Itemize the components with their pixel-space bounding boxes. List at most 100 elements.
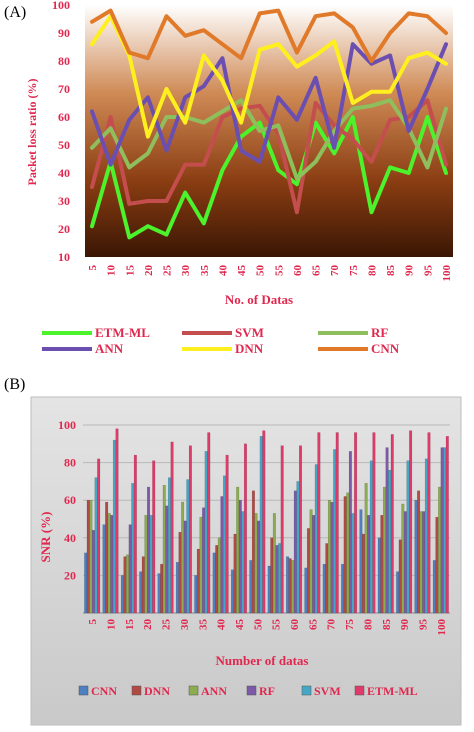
y-axis-title: SNR (%) <box>38 512 53 563</box>
bar-cnn <box>120 575 124 614</box>
bar-rf <box>147 486 151 614</box>
panel-a-label: (A) <box>4 4 26 21</box>
bar-cnn <box>194 575 198 614</box>
legend-label: ETM-ML <box>367 684 418 698</box>
y-tick-label: 10 <box>58 250 70 264</box>
legend-label: RF <box>259 684 275 698</box>
bar-svm <box>259 436 263 614</box>
bar-dnn <box>380 515 384 614</box>
y-tick-label: 20 <box>58 222 70 236</box>
bar-dnn <box>196 548 200 614</box>
bar-ann <box>346 492 350 614</box>
bar-cnn <box>322 563 326 614</box>
y-tick-label: 20 <box>64 568 76 582</box>
bar-svm <box>149 515 153 614</box>
x-tick-label: 55 <box>273 265 285 277</box>
bar-cnn <box>377 537 381 614</box>
bar-dnn <box>86 500 90 614</box>
bar-group <box>432 436 449 614</box>
x-tick-label: 75 <box>348 265 360 277</box>
bar-ann <box>272 513 276 614</box>
bar-ann <box>438 486 442 614</box>
y-tick-label: 100 <box>58 418 76 432</box>
x-tick-label: 50 <box>252 619 264 631</box>
bar-rf <box>110 515 114 614</box>
x-tick-label: 65 <box>311 265 323 277</box>
legend-label: ANN <box>201 684 227 698</box>
legend-swatch <box>131 685 142 696</box>
bar-group <box>230 443 247 614</box>
y-tick-label: 60 <box>64 493 76 507</box>
panel-b-label: (B) <box>4 376 25 393</box>
bar-cnn <box>341 563 345 614</box>
bar-cnn <box>304 567 308 614</box>
bar-dnn <box>398 539 402 614</box>
bar-dnn <box>215 545 219 614</box>
bar-ann <box>291 560 295 614</box>
x-tick-label: 60 <box>289 619 301 631</box>
bar-cnn <box>102 524 106 614</box>
legend-label: SVM <box>235 325 264 340</box>
bar-etm-ml <box>243 443 247 614</box>
bar-dnn <box>233 533 237 614</box>
x-tick-label: 95 <box>417 619 429 631</box>
bar-rf <box>348 451 352 614</box>
x-tick-label: 40 <box>216 619 228 631</box>
bar-dnn <box>178 531 182 614</box>
legend: ETM-ML SVM RF ANN DNN CNN <box>42 325 400 356</box>
bar-group <box>322 432 339 614</box>
bar-group <box>377 434 394 614</box>
y-axis-title: Packet loss ratio (%) <box>25 79 39 186</box>
bar-group <box>286 445 303 614</box>
bar-cnn <box>249 560 253 614</box>
y-tick-label: 30 <box>58 194 70 208</box>
bar-svm <box>351 513 355 614</box>
bar-group <box>212 454 229 614</box>
bar-svm <box>278 543 282 614</box>
x-tick-label: 100 <box>441 265 453 282</box>
x-tick-label: 70 <box>329 265 341 277</box>
x-tick-label: 20 <box>143 265 155 277</box>
bar-ann <box>162 484 166 614</box>
bar-rf <box>330 501 334 614</box>
legend-label: RF <box>371 325 388 340</box>
bar-etm-ml <box>133 454 137 614</box>
bar-cnn <box>267 565 271 614</box>
x-tick-label: 50 <box>255 265 267 277</box>
legend-swatch <box>354 685 365 696</box>
legend-label: DNN <box>144 684 170 698</box>
bar-svm <box>241 511 245 614</box>
y-tick-label: 80 <box>64 456 76 470</box>
bar-cnn <box>139 571 143 614</box>
y-tick-label: 40 <box>64 531 76 545</box>
x-tick-label: 80 <box>362 619 374 631</box>
x-tick-label: 65 <box>307 619 319 631</box>
bar-svm <box>94 477 98 614</box>
bar-rf <box>238 500 242 614</box>
bar-dnn <box>435 516 439 614</box>
bar-rf <box>312 515 316 614</box>
legend-label: CNN <box>91 684 117 698</box>
bar-etm-ml <box>390 434 394 614</box>
bar-group <box>120 454 137 614</box>
bar-etm-ml <box>97 458 101 614</box>
bar-group <box>102 428 119 614</box>
bar-etm-ml <box>152 460 156 614</box>
bar-group <box>304 432 321 614</box>
bar-cnn <box>414 500 418 614</box>
bar-rf <box>385 447 389 614</box>
bar-etm-ml <box>170 441 174 614</box>
bar-group <box>157 441 174 614</box>
series-lines <box>90 8 448 240</box>
bar-cnn <box>175 562 179 614</box>
bar-ann <box>382 486 386 614</box>
x-tick-label: 85 <box>385 265 397 277</box>
y-tick-label: 90 <box>58 26 70 40</box>
x-tick-label: 40 <box>217 265 229 277</box>
y-tick-labels: 20 40 60 80 100 <box>58 418 76 582</box>
bar-dnn <box>288 558 292 614</box>
legend-label: ANN <box>95 341 124 356</box>
x-tick-label: 85 <box>381 619 393 631</box>
x-tick-label: 20 <box>142 619 154 631</box>
